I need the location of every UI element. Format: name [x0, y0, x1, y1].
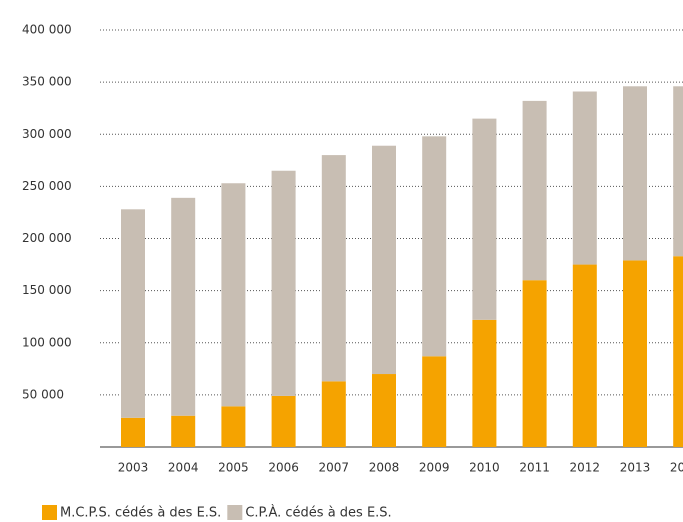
bar-segment [121, 417, 145, 447]
legend-swatch [42, 505, 57, 520]
legend-swatch [227, 505, 243, 520]
x-tick-label: 2003 [118, 461, 149, 475]
x-tick-label: 2006 [268, 461, 299, 475]
bar-segment [522, 280, 547, 447]
bar-segment [321, 381, 346, 447]
x-tick-label: 2010 [469, 461, 500, 475]
bar-segment [221, 406, 246, 447]
x-tick-label: 2005 [218, 461, 249, 475]
y-tick-label: 50 000 [22, 387, 64, 401]
x-tick-label: 2004 [168, 461, 199, 475]
bar-segment [221, 183, 246, 407]
legend-label: C.P.À. cédés à des E.S. [245, 505, 391, 521]
y-tick-label: 100 000 [22, 335, 72, 349]
x-tick-label: 2009 [419, 461, 450, 475]
bar-segment [271, 395, 296, 447]
y-tick-label: 350 000 [22, 75, 72, 89]
bar-segment [422, 356, 447, 447]
x-tick-label: 2007 [319, 461, 350, 475]
bar-segment [121, 209, 145, 418]
bar-segment [472, 118, 497, 320]
x-tick-label: 2008 [369, 461, 400, 475]
bar-segment [522, 100, 547, 281]
bar-segment [572, 91, 597, 265]
x-tick-label: 2012 [570, 461, 601, 475]
bar-segment [623, 260, 647, 447]
bar-segment [372, 145, 396, 375]
y-tick-label: 250 000 [22, 179, 72, 193]
y-tick-label: 200 000 [22, 231, 72, 245]
bar-segment [271, 170, 296, 396]
bar-segment [472, 319, 497, 447]
bar-segment [623, 86, 647, 261]
bar-segment [673, 256, 683, 447]
x-tick-label: 2014 [670, 461, 683, 475]
bar-segment [572, 264, 597, 447]
x-tick-label: 2013 [620, 461, 651, 475]
bar-segment [673, 86, 683, 257]
legend-label: M.C.P.S. cédés à des E.S. [60, 506, 221, 521]
bar-segment [171, 197, 196, 416]
y-tick-label: 300 000 [22, 127, 72, 141]
y-tick-label: 150 000 [22, 283, 72, 297]
bar-segment [422, 136, 447, 357]
bar-segment [171, 415, 196, 447]
x-tick-label: 2011 [519, 461, 550, 475]
bar-segment [372, 374, 396, 447]
bar-segment [321, 155, 346, 382]
y-tick-label: 400 000 [22, 23, 72, 37]
